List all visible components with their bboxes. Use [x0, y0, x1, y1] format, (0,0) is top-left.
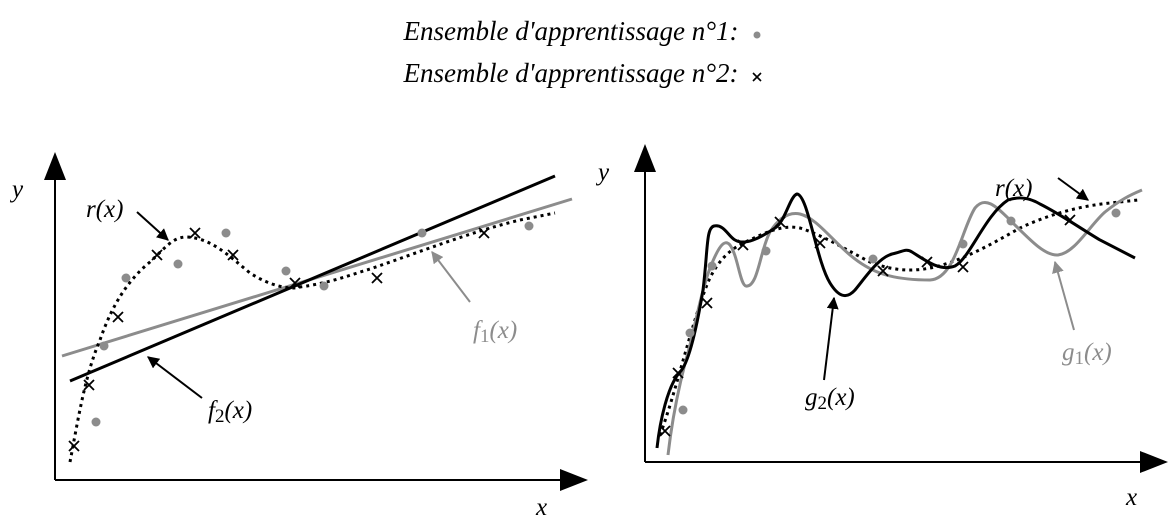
panel-left: y x r(x) f1(x) f2(x) [9, 152, 588, 520]
g2-arrow [823, 296, 839, 381]
f1-arrow [431, 251, 471, 303]
legend-set-2-label: Ensemble d'apprentissage n°2: [403, 58, 739, 88]
left-x-axis-label: x [535, 494, 547, 520]
g1-label: g1(x) [1062, 339, 1112, 369]
r-label-left: r(x) [86, 196, 123, 223]
left-axes [44, 152, 588, 491]
right-axes [634, 144, 1168, 473]
legend-set-2: Ensemble d'apprentissage n°2: [0, 52, 1168, 94]
f2-label: f2(x) [208, 397, 252, 427]
dot-marker-icon [753, 31, 761, 39]
left-y-axis-label: y [9, 176, 24, 203]
f2-arrow [147, 356, 203, 399]
r-curve-left [68, 211, 556, 463]
set2-points-right [659, 214, 1076, 437]
g2-curve [655, 192, 1136, 449]
r-arrow-left [136, 211, 169, 241]
g1-arrow [1052, 260, 1075, 331]
g2-label: g2(x) [805, 384, 855, 414]
right-x-axis-label: x [1125, 484, 1137, 511]
set1-points-right [678, 208, 1121, 415]
legend-set-1: Ensemble d'apprentissage n°1: [0, 10, 1168, 52]
r-label-right: r(x) [995, 175, 1032, 202]
legend: Ensemble d'apprentissage n°1: Ensemble d… [0, 10, 1168, 94]
panel-right: y x r(x) g1(x) g2(x) [595, 144, 1168, 511]
right-y-axis-label: y [595, 159, 610, 186]
f1-label: f1(x) [473, 317, 517, 347]
f2-line [69, 174, 556, 383]
cross-marker-icon [751, 72, 762, 82]
set2-points-left [68, 227, 490, 452]
r-arrow-right [1057, 177, 1089, 201]
legend-set-1-label: Ensemble d'apprentissage n°1: [403, 16, 739, 46]
set1-points-left [91, 221, 534, 427]
